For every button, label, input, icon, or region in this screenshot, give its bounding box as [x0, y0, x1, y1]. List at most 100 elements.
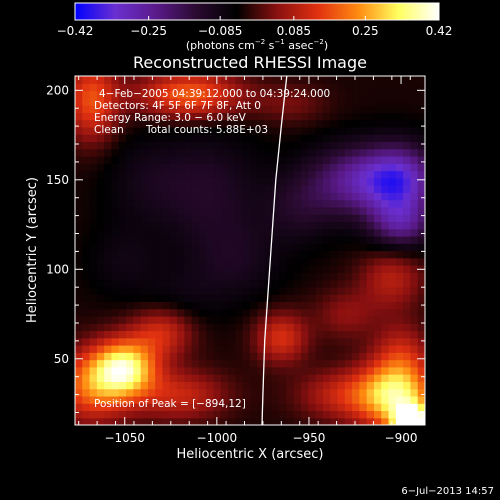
heatmap-cell — [271, 323, 280, 332]
heatmap-cell — [133, 352, 142, 361]
heatmap-cell — [271, 279, 280, 288]
heatmap-cell — [271, 155, 280, 164]
heatmap-cell — [359, 330, 368, 339]
heatmap-cell — [257, 410, 266, 419]
heatmap-cell — [242, 366, 251, 375]
heatmap-cell — [373, 410, 382, 419]
heatmap-cell — [264, 228, 273, 237]
heatmap-cell — [337, 170, 346, 179]
heatmap-cell — [279, 76, 288, 84]
heatmap-cell — [366, 90, 375, 99]
heatmap-cell — [271, 265, 280, 273]
heatmap-cell — [82, 337, 91, 346]
heatmap-cell — [337, 250, 346, 259]
heatmap-cell — [206, 214, 215, 223]
heatmap-cell — [140, 250, 149, 259]
heatmap-cell — [352, 148, 360, 157]
heatmap-cell — [395, 76, 404, 84]
heatmap-cell — [126, 170, 134, 179]
heatmap-cell — [96, 119, 105, 128]
heatmap-cell — [235, 315, 244, 324]
heatmap-cell — [381, 250, 390, 259]
heatmap-cell — [286, 265, 295, 273]
heatmap-cell — [206, 417, 215, 425]
heatmap-cell — [89, 177, 98, 186]
solar-limb-curve — [261, 76, 288, 425]
heatmap-cell — [250, 388, 258, 397]
heatmap-cell — [337, 374, 346, 382]
heatmap-cell — [344, 126, 353, 135]
heatmap-cell — [410, 170, 419, 179]
heatmap-cell — [206, 90, 215, 99]
heatmap-cell — [228, 148, 237, 157]
heatmap-cell — [75, 192, 83, 201]
heatmap-cell — [315, 250, 324, 259]
heatmap-cell — [322, 105, 331, 113]
heatmap-cell — [395, 286, 404, 295]
heatmap-cell — [198, 221, 207, 230]
heatmap-cell — [417, 330, 425, 339]
heatmap-cell — [155, 228, 164, 237]
heatmap-cell — [184, 323, 193, 332]
heatmap-cell — [147, 163, 156, 172]
heatmap-cell — [381, 155, 390, 164]
heatmap-cell — [344, 185, 353, 193]
heatmap-cell — [184, 141, 193, 150]
heatmap-cell — [293, 301, 302, 310]
heatmap-cell — [359, 97, 368, 106]
heatmap-cell — [250, 243, 258, 252]
heatmap-cell — [191, 148, 200, 157]
heatmap-cell — [403, 366, 412, 375]
heatmap-cell — [330, 214, 339, 223]
heatmap-cell — [271, 119, 280, 128]
colorbar-tick-label: 0.25 — [352, 24, 379, 38]
heatmap-cell — [330, 221, 339, 230]
heatmap-cell — [104, 155, 113, 164]
heatmap-cell — [330, 76, 339, 84]
heatmap-cell — [322, 119, 331, 128]
heatmap-cell — [147, 279, 156, 288]
heatmap-cell — [118, 112, 127, 121]
heatmap-cell — [133, 112, 142, 121]
heatmap-cell — [257, 403, 266, 412]
heatmap-cell — [169, 323, 178, 332]
heatmap-cell — [373, 235, 382, 244]
heatmap-cell — [373, 323, 382, 332]
heatmap-cell — [191, 279, 200, 288]
heatmap-cell — [322, 359, 331, 368]
heatmap-cell — [206, 272, 215, 281]
heatmap-cell — [308, 410, 317, 419]
heatmap-cell — [162, 323, 171, 332]
heatmap-cell — [381, 119, 390, 128]
heatmap-cell — [330, 97, 339, 106]
heatmap-cell — [89, 345, 98, 353]
heatmap-cell — [279, 359, 288, 368]
heatmap-cell — [410, 395, 419, 404]
heatmap-cell — [359, 257, 368, 266]
heatmap-cell — [308, 170, 317, 179]
heatmap-cell — [111, 243, 120, 252]
heatmap-cell — [359, 126, 368, 135]
heatmap-cell — [293, 359, 302, 368]
heatmap-cell — [264, 395, 273, 404]
heatmap-cell — [184, 352, 193, 361]
heatmap-cell — [118, 214, 127, 223]
heatmap-cell — [228, 97, 237, 106]
heatmap-cell — [264, 374, 273, 382]
heatmap-cell — [191, 177, 200, 186]
heatmap-cell — [315, 90, 324, 99]
heatmap-cell — [111, 337, 120, 346]
heatmap-cell — [344, 374, 353, 382]
heatmap-cell — [352, 155, 360, 164]
heatmap-cell — [264, 199, 273, 208]
heatmap-cell — [395, 330, 404, 339]
heatmap-cell — [403, 417, 412, 425]
heatmap-cell — [111, 410, 120, 419]
heatmap-cell — [293, 403, 302, 412]
heatmap-cell — [264, 206, 273, 215]
heatmap-cell — [337, 228, 346, 237]
heatmap-cell — [89, 235, 98, 244]
heatmap-cell — [147, 126, 156, 135]
heatmap-cell — [410, 381, 419, 390]
heatmap-cell — [118, 374, 127, 382]
